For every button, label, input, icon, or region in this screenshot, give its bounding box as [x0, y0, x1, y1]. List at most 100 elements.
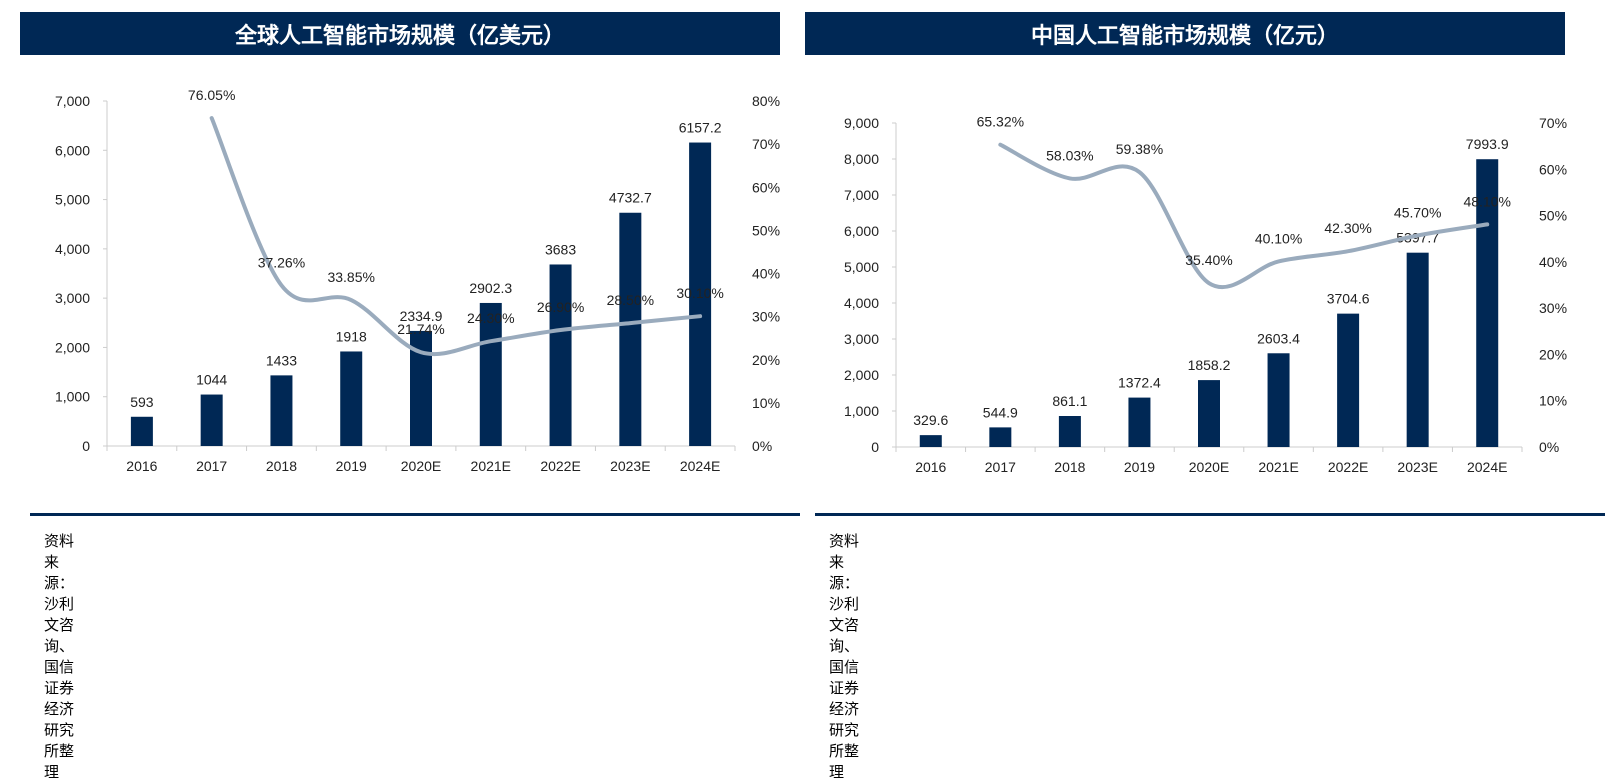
y-tick-label: 5,000	[844, 259, 879, 275]
line-label: 33.85%	[327, 269, 374, 285]
x-tick-label: 2020E	[1189, 459, 1229, 475]
x-tick-label: 2020E	[401, 458, 441, 474]
bar-label: 1044	[196, 372, 227, 388]
bar	[549, 264, 572, 446]
line-label: 30.10%	[676, 285, 723, 301]
line-label: 28.50%	[607, 292, 654, 308]
line-label: 59.38%	[1116, 141, 1163, 157]
chart-title: 全球人工智能市场规模（亿美元）	[20, 12, 780, 55]
charts-svg: 0 1,000 2,000 3,000 4,000 5,000 6,000 7,000 0% 10…	[55, 87, 1567, 475]
bar	[989, 427, 1012, 447]
x-tick-label: 2019	[336, 458, 367, 474]
bar-label: 1858.2	[1188, 357, 1231, 373]
y2-tick-label: 20%	[1539, 346, 1567, 362]
bar	[1337, 313, 1360, 447]
y-tick-label: 0	[82, 438, 90, 454]
line-label: 37.26%	[258, 254, 305, 270]
bar-label: 544.9	[983, 404, 1018, 420]
line-label: 24.30%	[467, 310, 514, 326]
bar	[340, 351, 363, 446]
x-tick-label: 2023E	[1397, 459, 1437, 475]
y2-tick-label: 40%	[752, 266, 780, 282]
x-tick-label: 2016	[126, 458, 157, 474]
x-tick-label: 2023E	[610, 458, 650, 474]
bar	[1058, 416, 1081, 447]
y2-tick-label: 10%	[1539, 393, 1567, 409]
bar	[1198, 380, 1220, 447]
divider	[815, 513, 1605, 516]
y-tick-label: 5,000	[55, 192, 90, 208]
y-tick-label: 7,000	[844, 187, 879, 203]
bar-label: 1372.4	[1118, 375, 1161, 391]
bar-label: 593	[130, 394, 154, 410]
bar-label: 861.1	[1052, 393, 1087, 409]
y2-tick-label: 80%	[752, 93, 780, 109]
y-tick-label: 0	[871, 439, 879, 455]
y-tick-label: 1,000	[55, 389, 90, 405]
bar	[1476, 159, 1499, 447]
y-tick-label: 3,000	[55, 290, 90, 306]
bar	[270, 375, 293, 446]
y-tick-label: 3,000	[844, 331, 879, 347]
y-tick-label: 4,000	[55, 241, 90, 257]
x-tick-label: 2021E	[471, 458, 511, 474]
x-tick-label: 2018	[266, 458, 297, 474]
line-label: 21.74%	[397, 321, 444, 337]
bar-label: 4732.7	[609, 190, 652, 206]
chart-title: 中国人工智能市场规模（亿元）	[805, 12, 1565, 55]
bar	[1406, 252, 1429, 447]
divider	[30, 513, 800, 516]
y2-tick-label: 40%	[1539, 254, 1567, 270]
bar	[130, 416, 153, 446]
growth-line	[209, 116, 703, 357]
y2-tick-label: 0%	[1539, 439, 1559, 455]
line-label: 35.40%	[1185, 252, 1232, 268]
growth-line	[998, 142, 1490, 290]
bar	[410, 330, 432, 446]
y2-tick-label: 70%	[752, 136, 780, 152]
y2-tick-label: 60%	[1539, 161, 1567, 177]
bar	[919, 435, 942, 447]
y2-tick-label: 30%	[752, 309, 780, 325]
bar-label: 2902.3	[469, 280, 512, 296]
line-label: 48.10%	[1463, 193, 1510, 209]
y2-tick-label: 20%	[752, 352, 780, 368]
y2-tick-label: 50%	[752, 222, 780, 238]
x-tick-label: 2021E	[1258, 459, 1298, 475]
bar-label: 2334.9	[400, 308, 443, 324]
y2-tick-label: 50%	[1539, 208, 1567, 224]
y2-tick-label: 10%	[752, 395, 780, 411]
bar	[1267, 353, 1290, 447]
y2-tick-label: 70%	[1539, 115, 1567, 131]
line-label: 42.30%	[1324, 220, 1371, 236]
bar	[200, 394, 223, 446]
x-tick-label: 2019	[1124, 459, 1155, 475]
y-tick-label: 8,000	[844, 151, 879, 167]
x-tick-label: 2024E	[1467, 459, 1507, 475]
x-tick-label: 2017	[985, 459, 1016, 475]
bar-label: 7993.9	[1466, 136, 1509, 152]
bar-label: 1433	[266, 352, 297, 368]
x-tick-label: 2016	[915, 459, 946, 475]
y2-tick-label: 60%	[752, 179, 780, 195]
bar-label: 3683	[545, 241, 576, 257]
bar-label: 329.6	[913, 412, 948, 428]
line-label: 26.90%	[537, 299, 584, 315]
bar-label: 3704.6	[1327, 291, 1370, 307]
y-tick-label: 9,000	[844, 115, 879, 131]
line-label: 65.32%	[977, 114, 1024, 130]
y2-tick-label: 0%	[752, 438, 772, 454]
bar	[1128, 397, 1151, 447]
line-label: 40.10%	[1255, 230, 1302, 246]
bar	[619, 212, 642, 446]
x-tick-label: 2017	[196, 458, 227, 474]
x-tick-label: 2018	[1054, 459, 1085, 475]
x-tick-label: 2024E	[680, 458, 720, 474]
y-tick-label: 2,000	[844, 367, 879, 383]
bar-label: 6157.2	[679, 120, 722, 136]
y-tick-label: 4,000	[844, 295, 879, 311]
y2-tick-label: 30%	[1539, 300, 1567, 316]
y-tick-label: 7,000	[55, 93, 90, 109]
x-tick-label: 2022E	[540, 458, 580, 474]
y-tick-label: 2,000	[55, 339, 90, 355]
